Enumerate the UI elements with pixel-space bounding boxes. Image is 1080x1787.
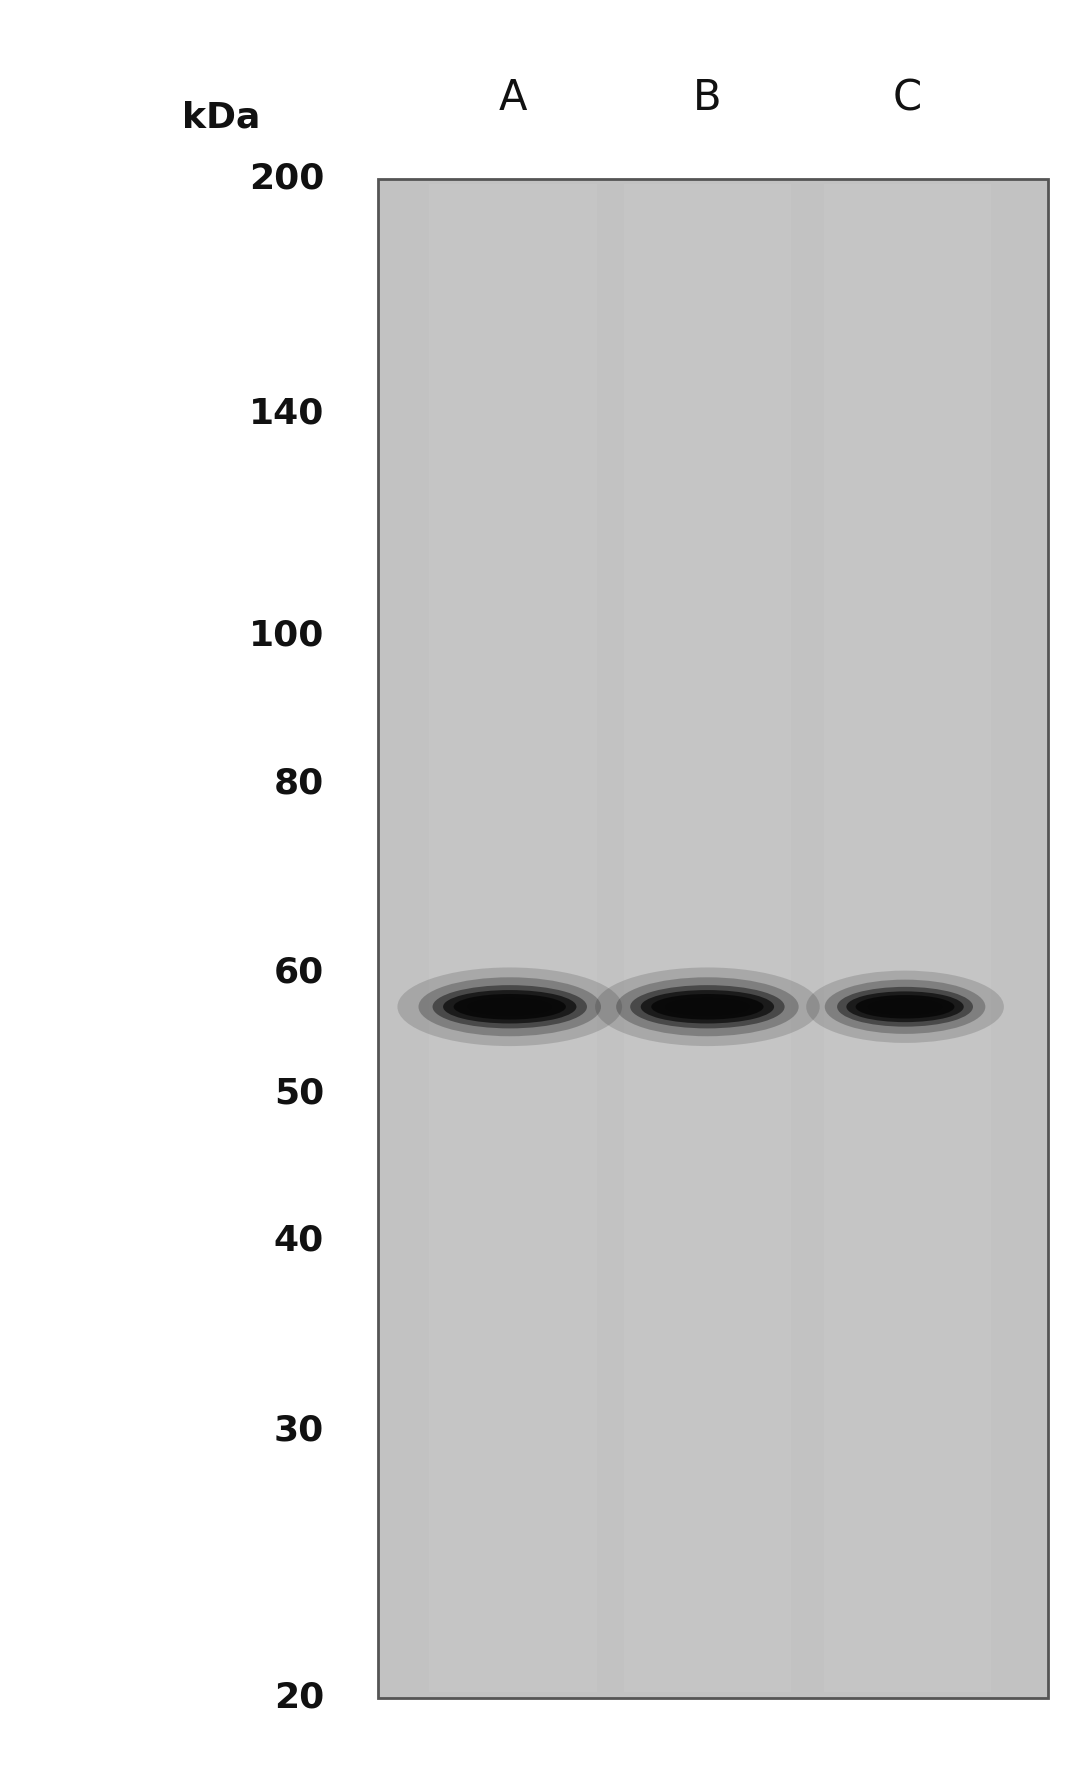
Ellipse shape — [665, 997, 750, 1015]
Ellipse shape — [847, 992, 963, 1022]
Bar — [378, 179, 1048, 1698]
Ellipse shape — [651, 994, 764, 1020]
Text: B: B — [693, 77, 721, 120]
Ellipse shape — [419, 977, 600, 1036]
Ellipse shape — [855, 995, 955, 1019]
Ellipse shape — [640, 990, 774, 1024]
Text: 30: 30 — [273, 1414, 324, 1447]
Ellipse shape — [806, 970, 1004, 1044]
Ellipse shape — [397, 967, 622, 1045]
Text: 50: 50 — [273, 1076, 324, 1110]
Text: kDa: kDa — [183, 100, 260, 134]
Ellipse shape — [868, 999, 942, 1015]
Ellipse shape — [468, 997, 552, 1015]
Text: 20: 20 — [273, 1680, 324, 1716]
Text: 200: 200 — [248, 161, 324, 197]
Text: 40: 40 — [273, 1224, 324, 1258]
Text: 100: 100 — [248, 618, 324, 652]
Text: 80: 80 — [273, 767, 324, 801]
Ellipse shape — [454, 994, 566, 1020]
Text: C: C — [893, 77, 921, 120]
Bar — [624, 184, 792, 1692]
Ellipse shape — [443, 990, 577, 1024]
Bar — [429, 184, 597, 1692]
Ellipse shape — [837, 986, 973, 1028]
Text: 60: 60 — [273, 956, 324, 990]
Ellipse shape — [595, 967, 820, 1045]
Ellipse shape — [825, 979, 985, 1035]
Bar — [824, 184, 991, 1692]
Ellipse shape — [432, 985, 588, 1028]
Ellipse shape — [616, 977, 799, 1036]
Text: 140: 140 — [248, 397, 324, 431]
Ellipse shape — [631, 985, 784, 1028]
Text: A: A — [499, 77, 527, 120]
